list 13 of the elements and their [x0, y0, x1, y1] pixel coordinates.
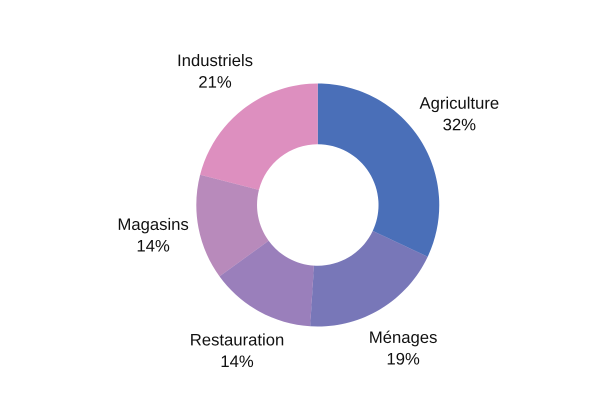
- data-label: 32%: [443, 118, 476, 130]
- slice-label: Agriculture: [420, 96, 498, 112]
- donut-slice: [196, 174, 269, 276]
- donut-slice: [310, 230, 428, 326]
- donut-slice: [220, 240, 314, 326]
- slice-label: Ménages: [370, 330, 437, 346]
- slice-label: Restauration: [191, 333, 284, 346]
- data-label: 14%: [138, 240, 170, 252]
- data-label: 21%: [199, 76, 232, 88]
- slice-label: Magasins: [118, 218, 188, 234]
- data-label: 19%: [388, 352, 420, 365]
- slice-label: Industriels: [178, 54, 252, 66]
- data-label: 14%: [222, 355, 254, 368]
